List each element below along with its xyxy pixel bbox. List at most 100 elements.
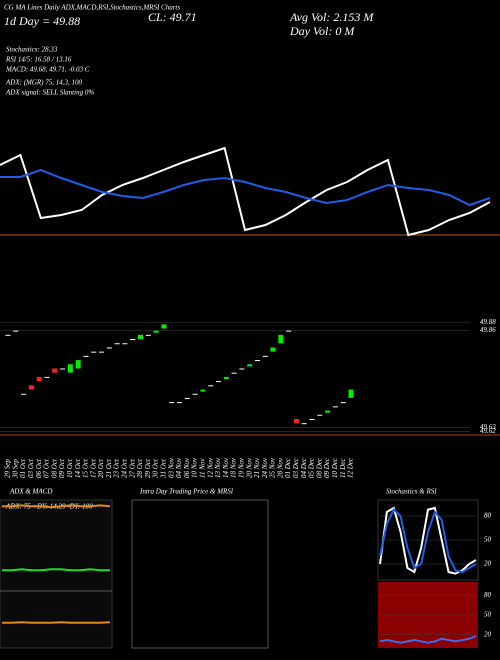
candle [325, 410, 331, 413]
day-value: 1d Day = 49.88 [4, 14, 80, 28]
x-tick-label: 10 Dec [331, 457, 339, 478]
candle [106, 347, 112, 349]
x-tick-label: 31 Oct [160, 458, 168, 479]
panel-title: ADX & MACD [9, 488, 52, 496]
y-tick-label: 50 [484, 611, 492, 619]
candle [332, 406, 338, 408]
candle [286, 330, 292, 332]
candle [239, 368, 245, 370]
candle [99, 351, 105, 353]
x-tick-label: 07 Oct [43, 458, 51, 478]
candle [348, 389, 354, 398]
x-tick-label: 10 Oct [66, 458, 74, 478]
x-tick-label: 30 Oct [152, 458, 160, 479]
candle [60, 368, 66, 370]
x-tick-label: 08 Dec [315, 457, 323, 478]
y-tick-label: 49.86 [480, 326, 496, 334]
series-line [2, 621, 111, 624]
x-tick-label: 29 Oct [144, 458, 152, 478]
candle [169, 402, 175, 404]
x-tick-label: 04 Dec [300, 457, 308, 478]
x-tick-label: 25 Nov [269, 457, 277, 478]
series-line [0, 146, 491, 237]
x-tick-label: 14 Oct [74, 458, 82, 478]
stat: Stochastics: 28.33 [6, 46, 58, 54]
x-tick-label: 01 Dec [284, 457, 292, 478]
stat: RSI 14/5: 16.58 / 13.16 [5, 56, 72, 64]
stat: MACD: 49.68, 49.71, -0.03 C [5, 66, 90, 74]
candle [317, 414, 323, 416]
candle [200, 389, 206, 392]
x-tick-label: 19 Nov [237, 457, 245, 478]
close-value: CL: 49.71 [148, 10, 197, 24]
candle [177, 402, 182, 404]
candle [75, 360, 81, 369]
candle [208, 385, 214, 387]
candle [21, 393, 27, 395]
x-tick-label: 04 Nov [175, 457, 183, 478]
x-tick-label: 23 Oct [113, 458, 121, 478]
y-tick-label: 80 [484, 512, 492, 520]
x-tick-label: 24 Nov [261, 457, 269, 478]
candle [114, 343, 120, 345]
y-tick-label: 49.62 [480, 427, 496, 435]
adx-panel [0, 499, 113, 649]
day-volume: Day Vol: 0 M [289, 24, 355, 38]
avg-volume: Avg Vol: 2.153 M [289, 10, 374, 24]
series-line [2, 504, 111, 509]
x-tick-label: 11 Dec [339, 458, 347, 478]
x-tick-label: 21 Nov [253, 457, 261, 478]
candle [83, 355, 89, 357]
series-line [2, 568, 110, 572]
x-tick-label: 20 Oct [97, 458, 105, 478]
candle [293, 418, 299, 424]
x-tick-label: 17 Oct [89, 458, 97, 478]
x-tick-label: 18 Nov [230, 457, 238, 478]
candle [5, 334, 11, 336]
x-tick-label: 03 Dec [292, 457, 300, 478]
y-tick-label: 49.88 [480, 318, 496, 326]
panel-title: Stochastics & RSI [386, 488, 437, 496]
x-tick-label: 12 Nov [206, 457, 214, 478]
candle [215, 381, 221, 383]
candle [52, 368, 58, 373]
y-tick-label: 50 [484, 536, 492, 544]
x-tick-label: 28 Nov [276, 457, 284, 478]
stat: ADX: (MGR) 75, 14.3, 100 [5, 79, 83, 87]
x-tick-label: 12 Dec [347, 457, 355, 478]
candle [309, 418, 315, 420]
x-tick-label: 14 Nov [222, 457, 230, 478]
x-tick-label: 15 Oct [82, 458, 90, 478]
intraday-title: Intra Day Trading Price & MRSI [139, 488, 234, 496]
x-tick-label: 09 Dec [323, 457, 331, 478]
candle [130, 339, 136, 341]
candle [44, 376, 50, 378]
candle [153, 330, 159, 333]
candle [223, 376, 229, 379]
candle [270, 347, 276, 352]
x-tick-label: 24 Oct [121, 458, 129, 478]
candle [184, 397, 190, 399]
series-line [379, 507, 477, 574]
x-tick-label: 03 Oct [27, 458, 35, 478]
stat: ADX signal: SELL Slanting 0% [5, 89, 94, 97]
x-tick-label: 21 Oct [105, 458, 113, 478]
x-tick-label: 08 Oct [50, 458, 58, 478]
candle [122, 343, 128, 345]
x-tick-label: 30 Sep [11, 459, 19, 479]
candle [145, 334, 151, 336]
candle [36, 376, 42, 382]
x-tick-label: 06 Oct [35, 458, 43, 478]
candle [254, 360, 260, 362]
x-tick-label: 13 Nov [214, 457, 222, 478]
x-tick-label: 11 Nov [198, 458, 206, 478]
y-tick-label: 20 [484, 630, 492, 638]
x-tick-label: 01 Oct [19, 458, 27, 478]
x-tick-label: 05 Dec [308, 457, 316, 478]
x-tick-label: 29 Sep [4, 459, 12, 478]
series-line [379, 635, 477, 644]
y-tick-label: 80 [484, 591, 492, 599]
candle [161, 324, 167, 329]
header-title: CG MA Lines Daily ADX,MACD,RSI,Stochasti… [4, 4, 180, 12]
